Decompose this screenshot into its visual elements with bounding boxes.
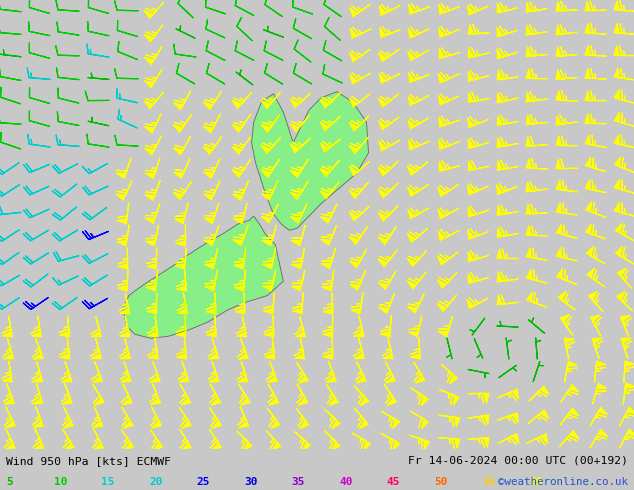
Text: 20: 20 xyxy=(149,477,162,487)
Text: Wind 950 hPa [kts] ECMWF: Wind 950 hPa [kts] ECMWF xyxy=(6,456,171,466)
Text: 40: 40 xyxy=(339,477,353,487)
Polygon shape xyxy=(123,216,283,338)
Text: 35: 35 xyxy=(292,477,305,487)
Text: Fr 14-06-2024 00:00 UTC (00+192): Fr 14-06-2024 00:00 UTC (00+192) xyxy=(408,456,628,466)
Text: 45: 45 xyxy=(387,477,400,487)
Text: ©weatheronline.co.uk: ©weatheronline.co.uk xyxy=(498,477,628,487)
Text: 10: 10 xyxy=(54,477,67,487)
Text: 5: 5 xyxy=(6,477,13,487)
Text: 25: 25 xyxy=(197,477,210,487)
Text: 60: 60 xyxy=(529,477,543,487)
Text: 55: 55 xyxy=(482,477,495,487)
Polygon shape xyxy=(252,92,368,230)
Text: 30: 30 xyxy=(244,477,257,487)
Text: 50: 50 xyxy=(434,477,448,487)
Text: 15: 15 xyxy=(101,477,115,487)
